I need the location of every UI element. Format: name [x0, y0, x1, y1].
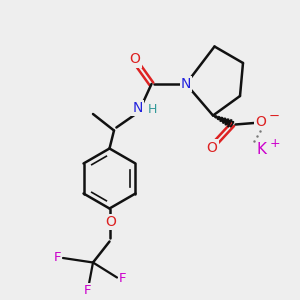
Text: O: O	[207, 141, 218, 154]
Text: F: F	[84, 284, 92, 298]
Text: F: F	[54, 250, 62, 264]
Text: O: O	[256, 115, 266, 129]
Text: O: O	[130, 52, 140, 66]
Text: N: N	[132, 101, 142, 115]
Text: H: H	[147, 103, 157, 116]
Text: K: K	[256, 142, 266, 158]
Text: F: F	[119, 272, 126, 285]
Text: N: N	[181, 77, 191, 91]
Text: O: O	[106, 215, 116, 229]
Polygon shape	[213, 116, 234, 127]
Text: +: +	[269, 137, 280, 150]
Text: −: −	[268, 110, 280, 123]
